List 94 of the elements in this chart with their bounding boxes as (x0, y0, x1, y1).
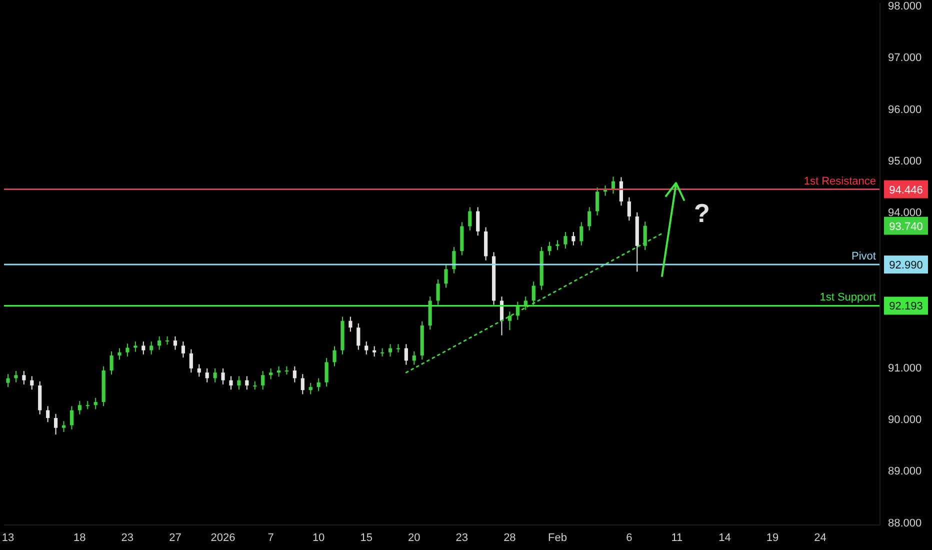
candlestick (142, 341, 146, 355)
x-tick-label: 24 (814, 532, 826, 544)
candlestick (627, 196, 631, 222)
candlestick (564, 231, 568, 249)
candlestick (332, 346, 336, 367)
candlestick (173, 336, 178, 350)
candlestick (276, 366, 281, 378)
candlestick (436, 279, 440, 306)
candlestick (476, 206, 480, 236)
x-tick-label: 2026 (210, 532, 236, 544)
candlestick (110, 350, 114, 376)
text: 92.990 (889, 260, 923, 272)
x-tick-label: 11 (671, 532, 683, 544)
candlestick (364, 341, 368, 355)
candlestick (237, 376, 241, 390)
x-tick-label: 19 (766, 532, 779, 544)
candlestick (78, 400, 82, 415)
candlestick (308, 382, 312, 395)
annotation: ? (694, 198, 710, 229)
candlestick (62, 420, 66, 432)
candlestick (548, 241, 552, 256)
candlestick (158, 336, 162, 350)
x-tick-label: 14 (718, 532, 731, 544)
candlestick (396, 344, 400, 353)
y-tick-label: 91.000 (888, 362, 922, 374)
x-tick-label: 7 (268, 532, 274, 544)
candlestick (508, 311, 512, 331)
candlestick (572, 231, 576, 246)
candlestick (6, 374, 10, 388)
candlestick (46, 406, 50, 423)
text: 92.193 (889, 300, 923, 313)
y-tick-label: 96.000 (888, 104, 922, 116)
y-tick-label: 88.000 (888, 517, 922, 530)
candlestick (70, 406, 74, 430)
candlestick (118, 348, 122, 360)
candlestick (245, 376, 249, 390)
candlestick (94, 397, 98, 410)
x-tick-label: 27 (169, 532, 182, 544)
candlestick (348, 316, 352, 332)
candlestick (380, 348, 384, 358)
candlestick (356, 322, 360, 350)
candlestick (14, 370, 18, 383)
candlestick (324, 358, 328, 387)
y-tick-label: 98.000 (888, 0, 922, 12)
text: 93.740 (889, 220, 923, 233)
candlestick (444, 264, 448, 288)
candlestick (126, 343, 130, 358)
x-tick-label: 6 (626, 532, 632, 544)
candlestick (181, 341, 185, 358)
ref-line-label: Pivot (852, 250, 876, 263)
candlestick (372, 346, 376, 358)
candlestick (205, 368, 209, 383)
x-tick-label: 23 (121, 532, 134, 544)
candlestick (229, 376, 233, 390)
candlestick (150, 341, 154, 355)
candlestick (588, 206, 592, 231)
candlestick (213, 368, 217, 383)
x-tick-label: 18 (74, 532, 86, 544)
candlestick (22, 370, 26, 385)
ref-line-label: 1st Resistance (804, 175, 876, 188)
candlestick (292, 366, 296, 383)
candlestick (412, 350, 416, 366)
y-tick-label: 94.000 (888, 207, 922, 220)
candlestick (221, 368, 225, 385)
x-tick-label: 13 (2, 532, 14, 544)
candlestick (532, 281, 536, 306)
candlestick (134, 341, 138, 352)
y-tick-label: 95.000 (888, 156, 922, 168)
x-tick-label: 15 (360, 532, 372, 544)
x-tick-label: 20 (408, 532, 420, 544)
x-tick-label: 28 (504, 532, 516, 544)
candlestick (54, 413, 58, 436)
candlestick (596, 187, 600, 216)
candlestick (452, 246, 456, 274)
candlestick (30, 376, 34, 390)
candlestick (189, 348, 193, 374)
candlestick (316, 378, 320, 392)
candlestick (388, 344, 392, 358)
candlestick (300, 374, 304, 395)
candlestick (556, 240, 560, 251)
y-tick-label: 89.000 (888, 466, 922, 478)
candlestick (269, 368, 273, 380)
candlestick (261, 370, 265, 390)
x-tick-label: 10 (312, 532, 325, 544)
candlestick (197, 364, 201, 378)
candlestick (404, 344, 408, 366)
candlestick (580, 222, 584, 246)
y-tick-label: 90.000 (888, 414, 922, 426)
ref-line-label: 1st Support (820, 292, 876, 304)
x-tick-label: 23 (456, 532, 468, 544)
x-tick-label: Feb (548, 532, 567, 544)
y-tick-label: 97.000 (888, 52, 922, 64)
text: 94.446 (889, 184, 923, 196)
candlestick (468, 206, 472, 231)
